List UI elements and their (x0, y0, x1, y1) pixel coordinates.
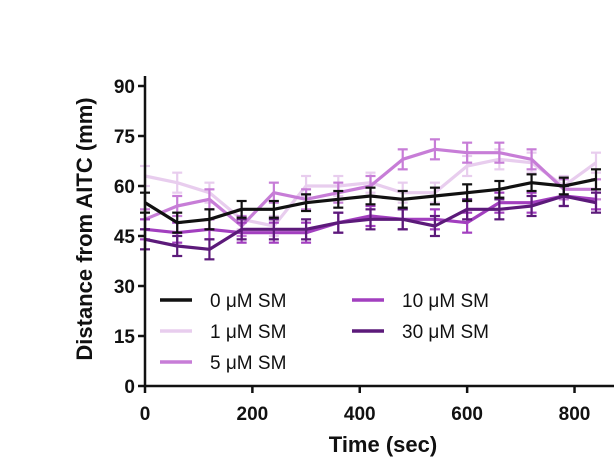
y-tick-label: 15 (114, 327, 136, 348)
legend-item: 30 μM SM (352, 322, 489, 343)
error-bar (526, 148, 537, 171)
y-tick-label: 60 (114, 177, 135, 198)
error-bar (462, 141, 473, 164)
error-bar (397, 148, 408, 171)
error-bar (526, 173, 537, 193)
error-bar (204, 238, 215, 261)
error-bar (462, 183, 473, 203)
x-tick-label: 600 (451, 404, 483, 425)
error-bar (365, 208, 376, 231)
y-tick-label: 75 (114, 127, 136, 148)
error-bar (236, 218, 247, 241)
error-bar (301, 218, 312, 241)
error-bar (333, 211, 344, 234)
series-layer (140, 138, 601, 261)
error-bar (591, 191, 601, 214)
error-bar (268, 218, 279, 241)
y-tick-label: 0 (124, 377, 135, 398)
ticks-layer: 0 15 30 45 60 75 90 0 200 400 600 800 (114, 77, 591, 425)
legend-item: 1 μM SM (160, 322, 286, 343)
error-bar (172, 171, 183, 194)
series-0 (140, 168, 601, 234)
error-bar (397, 189, 408, 209)
error-bar (429, 138, 440, 161)
error-bar (429, 186, 440, 206)
error-bar (333, 189, 344, 209)
legend: 0 μM SM 1 μM SM 5 μM SM 10 μM SM 30 μM SM (160, 291, 489, 374)
error-bar (301, 193, 312, 213)
error-bar (494, 141, 505, 164)
error-bar (268, 199, 279, 219)
error-bar (591, 168, 601, 191)
legend-label: 5 μM SM (210, 353, 286, 374)
x-tick-label: 800 (559, 404, 591, 425)
y-tick-label: 30 (114, 277, 135, 298)
error-bar (397, 208, 408, 231)
x-tick-label: 0 (140, 404, 151, 425)
legend-label: 1 μM SM (210, 322, 286, 343)
legend-label: 10 μM SM (402, 291, 489, 312)
error-bar (236, 199, 247, 219)
y-axis-title: Distance from AITC (mm) (72, 97, 97, 360)
axes-layer (143, 76, 614, 388)
legend-item: 5 μM SM (160, 353, 286, 374)
error-bar (204, 208, 215, 231)
error-bar (494, 198, 505, 221)
x-tick-label: 400 (344, 404, 376, 425)
y-tick-label: 45 (114, 227, 136, 248)
error-bar (558, 176, 569, 196)
legend-label: 30 μM SM (402, 322, 489, 343)
series-4 (140, 184, 601, 261)
x-axis-title: Time (sec) (329, 432, 437, 457)
error-bar (172, 211, 183, 234)
error-bar (526, 194, 537, 218)
legend-item: 10 μM SM (352, 291, 489, 312)
error-bar (365, 186, 376, 206)
legend-item: 0 μM SM (160, 291, 286, 312)
legend-label: 0 μM SM (210, 291, 286, 312)
error-bar (429, 214, 440, 238)
y-tick-label: 90 (114, 77, 135, 98)
x-tick-label: 200 (237, 404, 269, 425)
error-bar (172, 234, 183, 258)
error-bar (494, 179, 505, 199)
